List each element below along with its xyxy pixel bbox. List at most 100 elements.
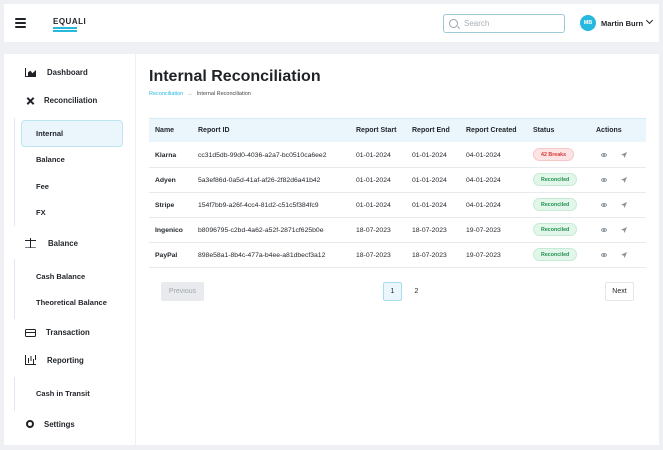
eye-icon[interactable]	[601, 203, 607, 207]
breadcrumb-link[interactable]: Reconciliation	[149, 91, 184, 97]
chevron-down-icon[interactable]	[645, 16, 654, 25]
row-created: 04-01-2024	[466, 177, 501, 184]
eye-icon[interactable]	[601, 253, 607, 257]
sidebar-item-balance[interactable]: Balance	[36, 155, 65, 164]
eye-icon[interactable]	[601, 228, 607, 232]
sidebar-item-cash-balance[interactable]: Cash Balance	[36, 272, 86, 281]
send-icon[interactable]	[621, 202, 627, 208]
breadcrumb-separator: →	[187, 91, 193, 97]
column-header: Report ID	[198, 127, 230, 134]
previous-button[interactable]: Previous	[161, 282, 204, 301]
hamburger-icon[interactable]	[15, 18, 26, 28]
row-name: Klarna	[155, 152, 177, 159]
search-box[interactable]	[443, 14, 565, 33]
row-end: 18-07-2023	[412, 252, 447, 259]
table-row[interactable]: PayPal 898e58a1-8b4c-477a-b4ee-a81dbecf3…	[149, 243, 646, 268]
next-button[interactable]: Next	[605, 282, 634, 301]
sidebar-item-internal[interactable]: Internal	[36, 129, 64, 138]
sidebar-divider	[14, 118, 15, 226]
table-row[interactable]: Stripe 154f7bb9-a26f-4cc4-81d2-c51c5f384…	[149, 193, 646, 218]
row-start: 18-07-2023	[356, 227, 391, 234]
sidebar-item-theoretical-balance[interactable]: Theoretical Balance	[36, 298, 107, 307]
bar-chart-icon	[25, 355, 36, 365]
cross-arrows-icon	[25, 95, 36, 106]
row-report-id: 898e58a1-8b4c-477a-b4ee-a81dbecf3a12	[198, 252, 326, 259]
sidebar-divider	[14, 377, 15, 411]
page-title: Internal Reconciliation	[149, 68, 321, 85]
row-report-id: b8096795-c2bd-4a62-a52f-2871cf625b0e	[198, 227, 324, 234]
status-badge: Reconciled	[533, 248, 578, 261]
sidebar-item-fee[interactable]: Fee	[36, 182, 49, 191]
row-name: Stripe	[155, 202, 175, 209]
sidebar-item-settings[interactable]: Settings	[25, 420, 75, 429]
row-end: 01-01-2024	[412, 152, 447, 159]
sidebar-item-label: Reconciliation	[44, 96, 98, 105]
table-row[interactable]: Ingenico b8096795-c2bd-4a62-a52f-2871cf6…	[149, 218, 646, 243]
sidebar-item-internal-active[interactable]	[21, 120, 123, 147]
search-input[interactable]	[464, 19, 559, 28]
sidebar-item-label: Reporting	[47, 355, 84, 365]
sidebar-item-label: Transaction	[46, 328, 90, 337]
sidebar-item-fx[interactable]: FX	[36, 208, 46, 217]
sidebar-item-label: Dashboard	[47, 68, 88, 77]
breadcrumb: Reconciliation → Internal Reconciliation	[149, 91, 251, 97]
send-icon[interactable]	[621, 227, 627, 233]
sidebar-item-reconciliation[interactable]: Reconciliation	[25, 95, 97, 106]
user-name[interactable]: Martin Burn	[601, 19, 644, 28]
row-start: 18-07-2023	[356, 252, 391, 259]
sidebar-item-reporting[interactable]: Reporting	[25, 355, 84, 365]
logo-underline-2	[53, 30, 77, 32]
row-end: 01-01-2024	[412, 202, 447, 209]
row-start: 01-01-2024	[356, 202, 391, 209]
sidebar-item-label: Balance	[48, 239, 78, 248]
row-name: Adyen	[155, 177, 176, 184]
sidebar-item-balance-group[interactable]: Balance	[25, 238, 78, 249]
main-content: Internal Reconciliation Reconciliation → I…	[136, 54, 659, 445]
sidebar-item-cash-in-transit[interactable]: Cash in Transit	[36, 389, 90, 398]
table-row[interactable]: Klarna cc31d5db-99d0-4036-a2a7-bc0510ca6…	[149, 143, 646, 168]
sidebar-divider	[14, 259, 15, 319]
eye-icon[interactable]	[601, 178, 607, 182]
table-row[interactable]: Adyen 5a3ef86d-0a5d-41af-af26-2f82d6a41b…	[149, 168, 646, 193]
status-badge: Reconciled	[533, 173, 578, 186]
row-start: 01-01-2024	[356, 152, 391, 159]
column-header: Report Start	[356, 127, 397, 134]
column-header: Report Created	[466, 127, 517, 134]
column-header: Report End	[412, 127, 450, 134]
send-icon[interactable]	[621, 152, 627, 158]
eye-icon[interactable]	[601, 153, 607, 157]
top-bar: EQUALI MB Martin Burn	[4, 4, 659, 42]
gear-icon	[26, 420, 34, 428]
row-created: 19-07-2023	[466, 227, 501, 234]
avatar[interactable]: MB	[580, 15, 596, 31]
app-logo[interactable]: EQUALI	[53, 17, 87, 26]
scale-icon	[25, 238, 36, 249]
row-created: 04-01-2024	[466, 202, 501, 209]
page-button-2[interactable]: 2	[407, 282, 426, 301]
status-badge: Reconciled	[533, 223, 578, 236]
row-name: PayPal	[155, 252, 178, 259]
row-report-id: 5a3ef86d-0a5d-41af-af26-2f82d6a41b42	[198, 177, 321, 184]
page-button-1[interactable]: 1	[383, 282, 402, 301]
column-header: Name	[155, 127, 175, 134]
sidebar-item-dashboard[interactable]: Dashboard	[25, 68, 88, 77]
chart-icon	[25, 68, 36, 77]
column-header: Status	[533, 127, 555, 134]
send-icon[interactable]	[621, 252, 627, 258]
row-name: Ingenico	[155, 227, 183, 234]
send-icon[interactable]	[621, 177, 627, 183]
table-header: Name Report ID Report Start Report End R…	[149, 118, 646, 142]
logo-underline	[53, 27, 77, 29]
status-badge: Reconciled	[533, 198, 578, 211]
row-start: 01-01-2024	[356, 177, 391, 184]
breadcrumb-current: Internal Reconciliation	[196, 91, 251, 97]
row-end: 18-07-2023	[412, 227, 447, 234]
column-header: Actions	[596, 127, 622, 134]
row-created: 04-01-2024	[466, 152, 501, 159]
row-end: 01-01-2024	[412, 177, 447, 184]
status-badge: 42 Breaks	[533, 148, 575, 161]
sidebar-item-transaction[interactable]: Transaction	[25, 328, 90, 337]
sidebar: Dashboard Reconciliation Internal Balanc…	[4, 54, 135, 445]
search-icon	[449, 19, 458, 28]
row-report-id: 154f7bb9-a26f-4cc4-81d2-c51c5f384fc9	[198, 202, 319, 209]
